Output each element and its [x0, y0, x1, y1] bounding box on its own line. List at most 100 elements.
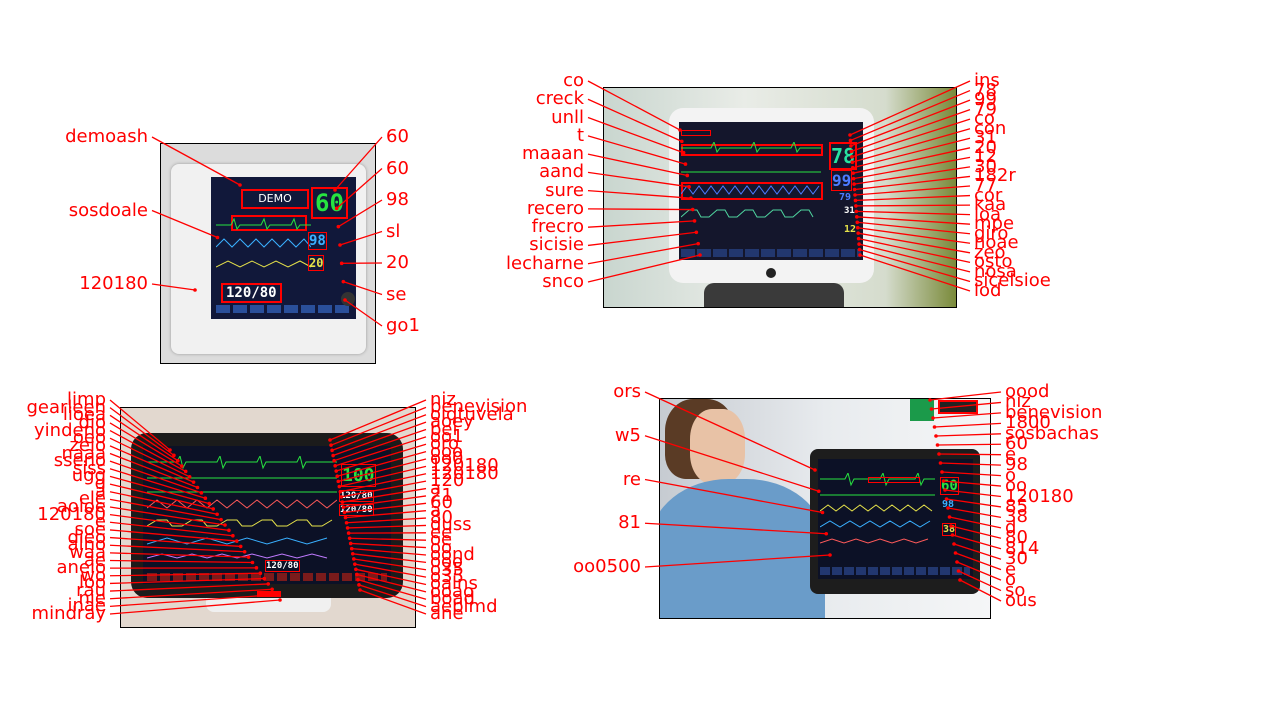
- hr-value: 60: [940, 477, 959, 495]
- annotation-label: naaa: [61, 442, 107, 464]
- annotation-label: 80: [1005, 527, 1028, 549]
- annotation-label: nosa: [974, 260, 1017, 282]
- value-a: 31: [844, 206, 855, 216]
- nibp-b: 120/80: [339, 504, 374, 516]
- resp-value: 20: [308, 255, 325, 271]
- annotation-label: creck: [535, 88, 584, 110]
- annotation-label: ors: [613, 381, 641, 402]
- waves: [681, 142, 821, 218]
- annotation-label: ooao: [430, 580, 475, 602]
- annotation-label: 77: [974, 175, 997, 196]
- annotation-label: 814: [1005, 537, 1040, 559]
- annotation-label: oo1: [430, 425, 464, 447]
- annotation-label: loa: [974, 203, 1002, 225]
- annotation-label: osto: [974, 251, 1013, 273]
- annotation-label: e: [1005, 558, 1017, 580]
- person-body: [660, 479, 825, 618]
- annotation-label: mpe: [974, 213, 1015, 235]
- photo-panel-3: 100 120/80 120/80 120/80: [120, 407, 416, 628]
- monitor-screen: 78 99 79 31 12: [679, 122, 863, 260]
- connector-strip: [938, 400, 978, 414]
- annotation-label: 120180: [79, 273, 148, 294]
- annotation-label: dieo: [67, 526, 106, 548]
- annotation-label: oe: [430, 529, 453, 551]
- ecg-box: [868, 477, 920, 483]
- annotation-label: 79: [974, 98, 997, 120]
- annotation-label: oo0500: [573, 556, 641, 577]
- annotation-label: 60: [430, 492, 453, 514]
- annotation-label: frecro: [531, 216, 584, 238]
- brand-badge: [257, 591, 281, 597]
- annotation-label: recero: [526, 197, 584, 219]
- annotation-label: 21: [430, 484, 453, 506]
- annotation-label: oeo: [72, 427, 106, 449]
- annotation-label: waa: [69, 541, 106, 563]
- waves: [820, 473, 935, 544]
- annotation-label: oo: [430, 536, 453, 558]
- annotation-label: 120180: [430, 462, 499, 484]
- annotation-label: maaan: [521, 143, 584, 165]
- annotation-label: hoae: [974, 232, 1019, 254]
- annotation-label: con: [974, 117, 1007, 139]
- annotation-label: mindray: [31, 603, 106, 624]
- spo2-value: 99: [831, 170, 853, 191]
- annotation-label: soe: [74, 518, 106, 540]
- annotation-label: lod: [974, 280, 1002, 301]
- soft-keys: [681, 249, 861, 257]
- annotation-label: g: [94, 473, 106, 495]
- nibp-a: 120/80: [339, 490, 374, 502]
- value-38: 38: [942, 523, 957, 536]
- annotation-label: o35: [430, 566, 464, 588]
- annotation-label: sseno: [53, 450, 106, 472]
- annotation-label: yindeno: [34, 419, 106, 441]
- hr-value: 78: [829, 142, 858, 170]
- waves: [147, 456, 337, 559]
- pulse-value: 79: [839, 192, 852, 203]
- annotation-label: 38: [1005, 506, 1028, 528]
- annotation-label: zelo: [69, 434, 106, 456]
- annotation-label: ous: [1005, 590, 1037, 611]
- annotation-label: 182r: [974, 165, 1016, 187]
- annotation-label: re: [622, 468, 641, 490]
- soft-keys: [147, 573, 387, 581]
- bottom-nibp: 120/80: [265, 560, 300, 572]
- annotation-label: e: [94, 511, 106, 533]
- annotation-label: aeblmd: [430, 595, 498, 617]
- annotation-label: e: [1005, 443, 1017, 465]
- annotation-label: sicisie: [529, 234, 584, 256]
- annotation-label: loo: [78, 572, 106, 594]
- demo-box: DEMO: [241, 189, 309, 209]
- annotation-label: oond: [430, 543, 475, 565]
- annotation-label: oo: [1005, 475, 1028, 497]
- annotation-label: sicelsioe: [974, 270, 1051, 292]
- annotation-label: 12: [974, 146, 997, 168]
- annotation-label: 30: [1005, 548, 1028, 570]
- annotation-label: zeo: [974, 241, 1006, 263]
- annotation-label: 120: [430, 470, 465, 492]
- hr-value: 100: [341, 464, 376, 487]
- annotation-label: ele: [78, 488, 106, 510]
- soft-keys: [216, 305, 351, 313]
- power-button-icon: [766, 268, 776, 278]
- photo-panel-1: DEMO 60 98 20 120/80: [160, 143, 376, 364]
- annotation-label: 98: [1005, 454, 1028, 476]
- person-face: [690, 409, 745, 484]
- annotation-label: ane: [430, 603, 464, 624]
- annotation-label: aneio: [56, 557, 106, 579]
- base-stand: [704, 283, 844, 307]
- annotation-label: 81: [618, 512, 641, 534]
- annotation-label: 98: [386, 189, 409, 210]
- annotation-label: 60: [386, 157, 409, 179]
- value-b: 12: [844, 224, 857, 235]
- ecg-wave: [216, 217, 311, 268]
- annotation-label: 30: [974, 155, 997, 177]
- annotation-label: 80: [430, 507, 453, 529]
- annotation-label: a: [94, 480, 106, 502]
- annotation-label: a: [430, 477, 442, 499]
- annotation-label: 120180: [37, 503, 106, 525]
- annotation-label: w5: [614, 424, 641, 446]
- annotation-label: ee: [430, 521, 453, 543]
- annotation-label: sosbachas: [1005, 422, 1099, 444]
- annotation-label: cor: [974, 184, 1003, 206]
- annotation-label: nie: [78, 587, 106, 609]
